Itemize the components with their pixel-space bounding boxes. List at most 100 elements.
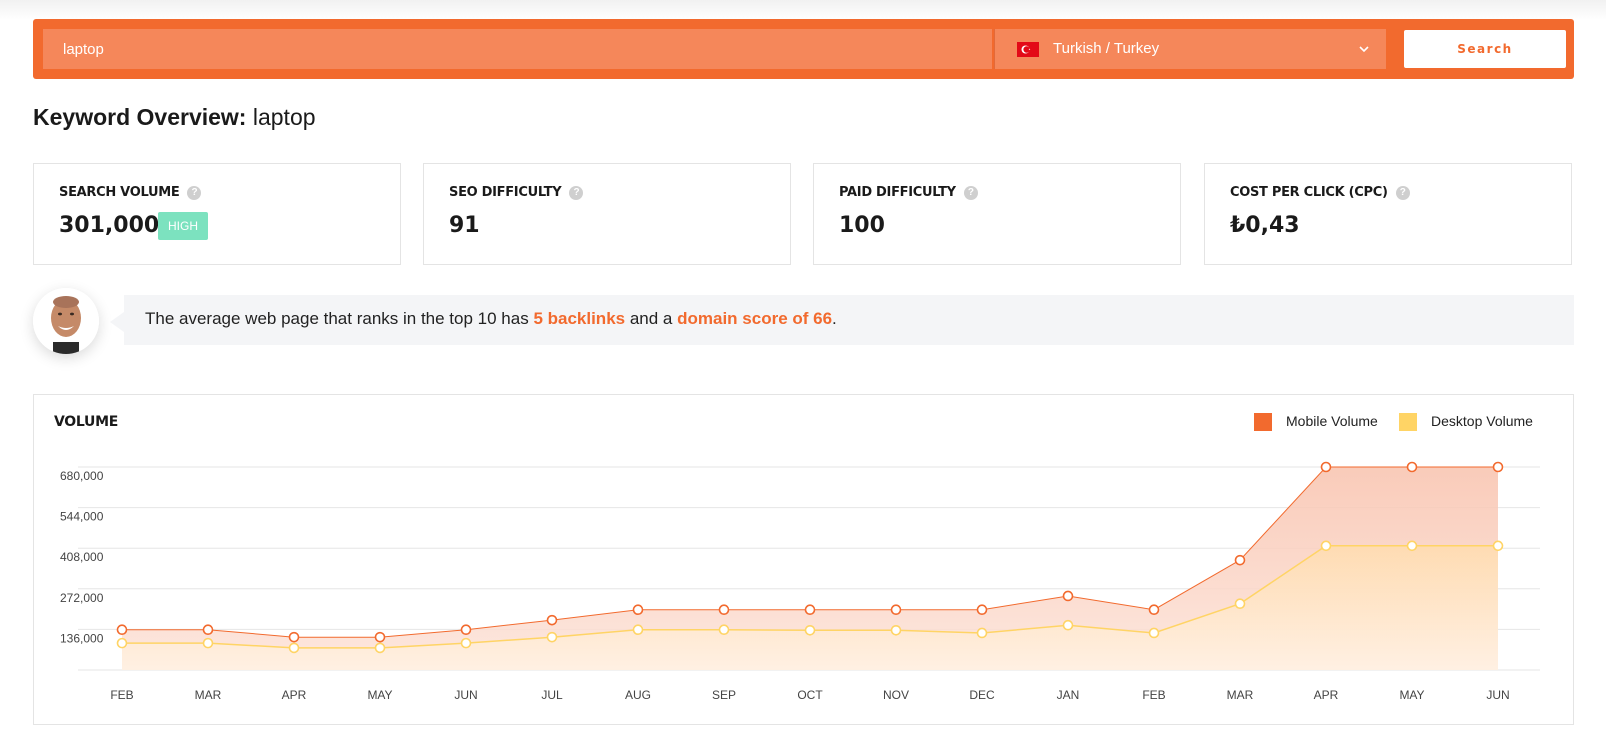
metric-label: COST PER CLICK (CPC)? (1230, 185, 1410, 200)
metric-label: PAID DIFFICULTY? (839, 185, 978, 200)
metric-label-text: PAID DIFFICULTY (839, 185, 956, 200)
mobile-volume-point (460, 624, 472, 635)
x-tick-label: APR (1314, 688, 1339, 702)
metric-label: SEO DIFFICULTY? (449, 185, 584, 200)
x-tick-label: OCT (797, 688, 823, 702)
mobile-volume-point (202, 624, 214, 635)
volume-chart-card: 680,000 544,000 408,000 272,000 136,000 FEB MA… (33, 394, 1574, 725)
insight-domain-score: domain score of 66 (677, 309, 833, 328)
mobile-volume-point (1234, 554, 1246, 566)
desktop-volume-point (546, 631, 558, 643)
metric-card-search-volume: SEARCH VOLUME? 301,000 HIGH (33, 163, 401, 265)
x-tick-label: MAR (1227, 688, 1254, 702)
desktop-volume-point (1148, 627, 1160, 639)
x-tick-label: JUN (1486, 688, 1509, 702)
insight-prefix: The average web page that ranks in the t… (145, 309, 534, 328)
y-tick-label: 272,000 (60, 591, 104, 605)
insight-bar (124, 295, 1574, 345)
y-tick-label: 136,000 (60, 631, 104, 645)
turkey-flag-icon (1017, 42, 1039, 57)
x-tick-label: APR (282, 688, 307, 702)
legend-swatch-desktop (1399, 413, 1417, 431)
language-select[interactable]: Turkish / Turkey (994, 29, 1386, 69)
volume-chart: 680,000 544,000 408,000 272,000 136,000 FEB MA… (60, 461, 1540, 702)
top-shadow (0, 0, 1606, 20)
x-tick-label: MAY (367, 688, 392, 702)
mobile-volume-point (116, 624, 128, 635)
help-icon[interactable]: ? (1395, 186, 1410, 200)
legend-swatch-mobile (1254, 413, 1272, 431)
desktop-volume-point (374, 642, 386, 654)
metric-card-paid-difficulty: PAID DIFFICULTY? 100 (813, 163, 1181, 265)
metric-value: ₺0,43 (1230, 213, 1300, 238)
x-tick-label: MAY (1399, 688, 1424, 702)
metric-label-text: SEARCH VOLUME (59, 185, 180, 200)
metric-value: 91 (449, 213, 480, 238)
page-title-keyword: laptop (252, 104, 316, 130)
desktop-volume-point (632, 624, 644, 635)
x-tick-label: MAR (195, 688, 222, 702)
x-tick-label: NOV (883, 688, 909, 702)
search-button[interactable]: Search (1404, 30, 1566, 68)
legend-label-mobile: Mobile Volume (1286, 413, 1378, 429)
desktop-volume-point (804, 624, 816, 636)
x-tick-label: JUN (454, 688, 477, 702)
x-tick-label: JAN (1057, 688, 1080, 702)
mobile-volume-point (718, 604, 730, 615)
page-title-label: Keyword Overview: (33, 104, 247, 130)
insight-suffix: . (832, 309, 837, 328)
language-label: Turkish / Turkey (1053, 40, 1160, 57)
desktop-volume-point (890, 624, 902, 636)
x-tick-label: SEP (712, 688, 736, 702)
volume-level-badge: HIGH (158, 212, 208, 240)
mobile-volume-point (1062, 590, 1074, 602)
desktop-volume-point (718, 624, 730, 635)
metric-card-seo-difficulty: SEO DIFFICULTY? 91 (423, 163, 791, 265)
help-icon[interactable]: ? (963, 186, 978, 200)
mobile-volume-point (374, 631, 386, 643)
insight-pointer (110, 312, 124, 332)
mobile-volume-point (1148, 604, 1160, 615)
mobile-volume-area (122, 467, 1498, 670)
x-tick-label: DEC (969, 688, 995, 702)
mobile-volume-point (632, 604, 644, 615)
y-tick-label: 408,000 (60, 550, 104, 564)
help-icon[interactable]: ? (187, 186, 202, 200)
metric-value: 100 (839, 213, 885, 238)
desktop-volume-point (202, 637, 214, 649)
legend-label-desktop: Desktop Volume (1431, 413, 1533, 429)
metric-label-text: SEO DIFFICULTY (449, 185, 562, 200)
x-tick-label: FEB (1142, 688, 1165, 702)
desktop-volume-point (116, 637, 128, 649)
desktop-volume-point (1320, 540, 1332, 552)
x-tick-label: AUG (625, 688, 651, 702)
x-tick-label: JUL (541, 688, 563, 702)
y-tick-label: 544,000 (60, 510, 104, 524)
mobile-volume-point (804, 604, 816, 615)
chevron-down-icon (1358, 42, 1370, 60)
desktop-volume-point (1492, 540, 1504, 552)
desktop-volume-point (976, 627, 988, 639)
mobile-volume-point (288, 631, 300, 643)
desktop-volume-point (1406, 540, 1418, 552)
help-icon[interactable]: ? (569, 186, 584, 200)
insight-middle: and a (625, 309, 678, 328)
metric-label-text: COST PER CLICK (CPC) (1230, 185, 1388, 200)
metric-value: 301,000 (59, 213, 160, 238)
mobile-volume-point (1492, 461, 1504, 473)
page-title: Keyword Overview: laptop (33, 104, 316, 131)
insight-text: The average web page that ranks in the t… (145, 309, 837, 329)
desktop-volume-point (288, 642, 300, 654)
insight-backlinks: 5 backlinks (533, 309, 626, 328)
mobile-volume-point (976, 604, 988, 615)
mobile-volume-point (1320, 461, 1332, 473)
mobile-volume-point (890, 604, 902, 615)
metric-card-cpc: COST PER CLICK (CPC)? ₺0,43 (1204, 163, 1572, 265)
search-input[interactable] (43, 29, 992, 69)
avatar (33, 288, 99, 354)
x-tick-label: FEB (110, 688, 133, 702)
metric-label: SEARCH VOLUME? (59, 185, 202, 200)
desktop-volume-point (1062, 619, 1074, 631)
search-bar: Turkish / Turkey Search (33, 19, 1574, 79)
mobile-volume-point (1406, 461, 1418, 473)
